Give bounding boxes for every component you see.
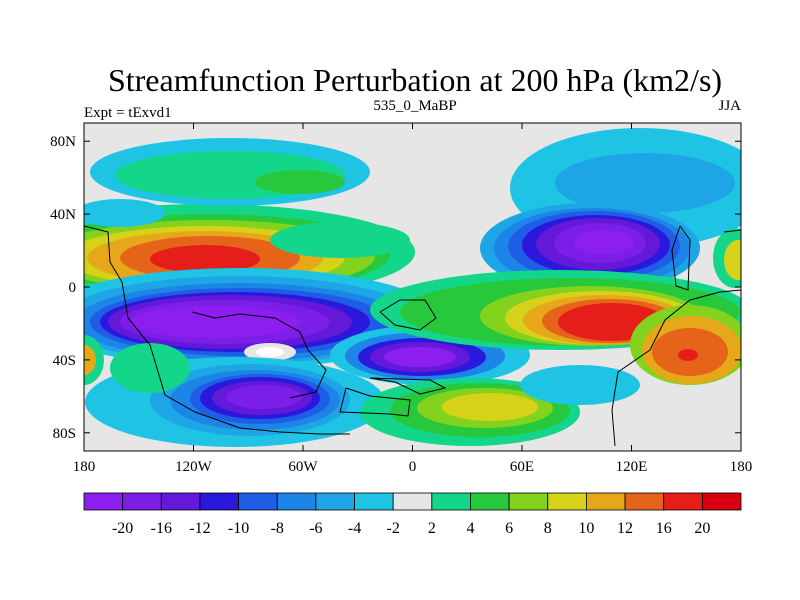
season-label: JJA	[718, 98, 741, 114]
colorbar-level-label: -4	[348, 520, 361, 537]
y-axis: 80N 40N 0 40S 80S	[50, 134, 741, 442]
colorbar-level-label: 16	[656, 520, 672, 537]
colorbar-level-label: -2	[387, 520, 400, 537]
colorbar-swatch	[586, 492, 626, 511]
colorbar-swatch	[83, 492, 124, 511]
colorbar-swatch	[470, 492, 510, 511]
colorbar-swatch	[431, 492, 471, 511]
colorbar-level-label: -6	[309, 520, 322, 537]
y-tick-label: 40S	[53, 353, 76, 369]
colorbar-level-label: 12	[617, 520, 633, 537]
north-pacific-upper-band	[84, 138, 410, 258]
y-tick-label: 80S	[53, 426, 76, 442]
colorbar-swatch	[392, 492, 433, 511]
y-tick-label: 0	[69, 280, 77, 296]
colorbar-level-label: 8	[544, 520, 552, 537]
colorbar-level-label: -20	[112, 520, 133, 537]
colorbar-level-label: -16	[151, 520, 172, 537]
experiment-label: Expt = tExvd1	[84, 105, 172, 121]
colorbar-level-label: 2	[428, 520, 436, 537]
x-tick-label: 60E	[510, 459, 534, 475]
colorbar-level-label: 10	[578, 520, 594, 537]
y-tick-label: 40N	[50, 207, 76, 223]
southern-ocean-positive-center	[360, 378, 580, 446]
indian-ocean-positive-center	[370, 270, 741, 405]
colorbar-swatch	[199, 492, 239, 511]
colorbar-swatch	[122, 492, 162, 511]
colorbar-level-label: -12	[189, 520, 210, 537]
contour-field	[84, 123, 741, 451]
colorbar-swatch	[315, 492, 355, 511]
southeast-pacific-negative-center	[85, 343, 385, 447]
x-axis: 180 120W 60W 0 60E 120E 180	[73, 123, 753, 475]
x-tick-label: 0	[409, 459, 417, 475]
colorbar-level-label: -8	[271, 520, 284, 537]
colorbar-level-label: 20	[694, 520, 710, 537]
colorbar-swatch	[663, 492, 703, 511]
colorbar-swatch	[701, 492, 742, 511]
colorbar-swatch	[354, 492, 394, 511]
colorbar-swatch	[508, 492, 549, 511]
colorbar-level-label: -10	[228, 520, 249, 537]
colorbar-swatch	[238, 492, 278, 511]
colorbar-swatch	[276, 492, 317, 511]
colorbar-level-label: 4	[466, 520, 474, 537]
x-tick-label: 180	[730, 459, 753, 475]
colorbar-swatch	[624, 492, 665, 511]
continent-outlines	[84, 225, 741, 447]
asia-negative-center	[480, 128, 741, 293]
y-tick-label: 80N	[50, 134, 76, 150]
colorbar: -20 -16 -12 -10 -8 -6 -4 -2 2 4 6 8 10 12 16 20	[83, 492, 742, 537]
experiment-id: 535_0_MaBP	[373, 98, 456, 114]
colorbar-level-label: 6	[505, 520, 513, 537]
x-tick-label: 60W	[288, 459, 318, 475]
x-tick-label: 120W	[175, 459, 213, 475]
colorbar-swatch	[160, 492, 201, 511]
colorbar-swatch	[547, 492, 587, 511]
x-tick-label: 120E	[616, 459, 648, 475]
x-tick-label: 180	[73, 459, 96, 475]
chart-title: Streamfunction Perturbation at 200 hPa (…	[108, 62, 722, 98]
